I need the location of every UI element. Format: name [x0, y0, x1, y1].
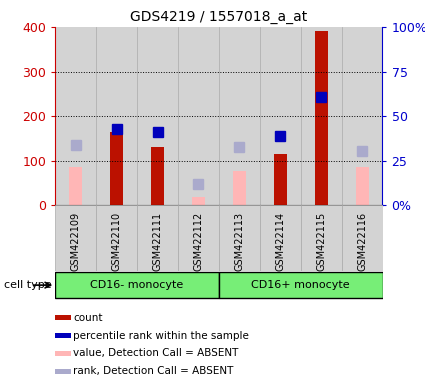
Text: GSM422112: GSM422112	[193, 212, 204, 271]
Bar	[219, 272, 382, 298]
Bar	[96, 205, 137, 271]
Bar	[55, 316, 71, 320]
Text: CD16+ monocyte: CD16+ monocyte	[251, 280, 350, 290]
Text: GSM422115: GSM422115	[316, 212, 326, 271]
Bar	[219, 27, 260, 205]
Bar	[342, 205, 383, 271]
Bar	[300, 205, 342, 271]
Text: GSM422109: GSM422109	[71, 212, 81, 271]
Title: GDS4219 / 1557018_a_at: GDS4219 / 1557018_a_at	[130, 10, 308, 25]
Bar	[178, 205, 219, 271]
Bar	[55, 369, 71, 374]
Bar	[110, 132, 123, 205]
Bar	[274, 154, 287, 205]
Bar	[137, 205, 178, 271]
Bar	[355, 167, 368, 205]
Bar	[192, 197, 205, 205]
Bar	[55, 272, 219, 298]
Bar	[151, 147, 164, 205]
Bar	[219, 205, 260, 271]
Bar	[233, 170, 246, 205]
Text: value, Detection Call = ABSENT: value, Detection Call = ABSENT	[73, 348, 238, 358]
Text: GSM422113: GSM422113	[234, 212, 244, 271]
Text: count: count	[73, 313, 102, 323]
Text: cell type: cell type	[4, 280, 52, 290]
Bar	[55, 333, 71, 338]
Bar	[55, 205, 96, 271]
Text: GSM422111: GSM422111	[153, 212, 162, 271]
Text: CD16- monocyte: CD16- monocyte	[91, 280, 184, 290]
Bar	[55, 351, 71, 356]
Text: rank, Detection Call = ABSENT: rank, Detection Call = ABSENT	[73, 366, 233, 376]
Text: percentile rank within the sample: percentile rank within the sample	[73, 331, 249, 341]
Bar	[137, 27, 178, 205]
Bar	[260, 27, 300, 205]
Bar	[314, 31, 328, 205]
Bar	[300, 27, 342, 205]
Text: GSM422116: GSM422116	[357, 212, 367, 271]
Text: GSM422110: GSM422110	[112, 212, 122, 271]
Text: GSM422114: GSM422114	[275, 212, 285, 271]
Bar	[55, 27, 96, 205]
Bar	[96, 27, 137, 205]
Bar	[178, 27, 219, 205]
Bar	[69, 167, 82, 205]
Bar	[342, 27, 383, 205]
Bar	[260, 205, 300, 271]
